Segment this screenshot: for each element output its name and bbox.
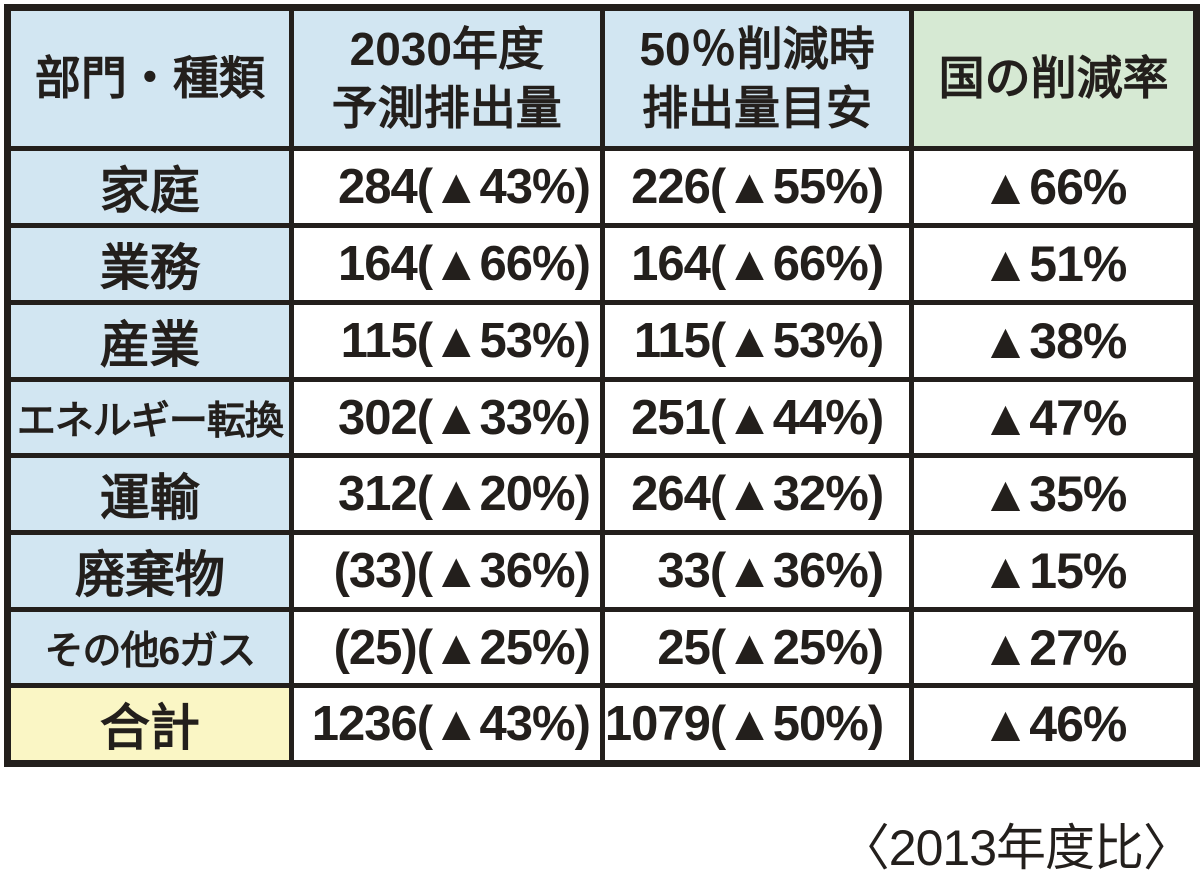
- forecast-2030-cell: 1236(▲43%): [288, 683, 605, 766]
- header-row: 部門・種類 2030年度 予測排出量 50％削減時 排出量目安 国の削減率: [5, 5, 1199, 151]
- header-forecast-line2: 予測排出量: [331, 81, 562, 134]
- header-forecast-line1: 2030年度: [349, 22, 544, 75]
- forecast-2030-cell: (25)(▲25%): [288, 607, 605, 688]
- row-label-cell: 運輸: [5, 453, 294, 535]
- target-50-cell: 264(▲32%): [599, 453, 915, 535]
- table-row: その他6ガス (25)(▲25%) 25(▲25%) ▲27%: [5, 607, 1199, 688]
- row-label-cell: 産業: [5, 300, 294, 382]
- header-50pct-target: 50％削減時 排出量目安: [599, 5, 915, 151]
- forecast-2030-cell: 164(▲66%): [288, 223, 605, 305]
- row-label-cell: 業務: [5, 223, 294, 305]
- header-forecast-2030: 2030年度 予測排出量: [288, 5, 605, 151]
- national-rate-cell: ▲66%: [909, 146, 1199, 228]
- forecast-2030-cell: 284(▲43%): [288, 146, 605, 228]
- row-label-cell: 廃棄物: [5, 530, 294, 612]
- header-rate-line1: 国の削減率: [938, 52, 1169, 105]
- forecast-2030-cell: 302(▲33%): [288, 377, 605, 458]
- row-label-cell: その他6ガス: [5, 607, 294, 688]
- emissions-table: 部門・種類 2030年度 予測排出量 50％削減時 排出量目安 国の削減率 家庭 2…: [4, 4, 1200, 767]
- table-row-total: 合計 1236(▲43%) 1079(▲50%) ▲46%: [5, 683, 1199, 766]
- header-target-line2: 排出量目安: [642, 81, 873, 134]
- total-label-cell: 合計: [5, 683, 294, 766]
- forecast-2030-cell: 115(▲53%): [288, 300, 605, 382]
- target-50-cell: 251(▲44%): [599, 377, 915, 458]
- target-50-cell: 33(▲36%): [599, 530, 915, 612]
- table-row: 運輸 312(▲20%) 264(▲32%) ▲35%: [5, 453, 1199, 535]
- header-sector-type: 部門・種類: [5, 5, 294, 151]
- national-rate-cell: ▲15%: [909, 530, 1199, 612]
- national-rate-cell: ▲51%: [909, 223, 1199, 305]
- table-row: 産業 115(▲53%) 115(▲53%) ▲38%: [5, 300, 1199, 382]
- national-rate-cell: ▲38%: [909, 300, 1199, 382]
- table-row: エネルギー転換 302(▲33%) 251(▲44%) ▲47%: [5, 377, 1199, 458]
- forecast-2030-cell: (33)(▲36%): [288, 530, 605, 612]
- national-rate-cell: ▲35%: [909, 453, 1199, 535]
- national-rate-cell: ▲27%: [909, 607, 1199, 688]
- header-target-line1: 50％削減時: [639, 22, 875, 75]
- target-50-cell: 25(▲25%): [599, 607, 915, 688]
- table-row: 家庭 284(▲43%) 226(▲55%) ▲66%: [5, 146, 1199, 228]
- target-50-cell: 115(▲53%): [599, 300, 915, 382]
- forecast-2030-cell: 312(▲20%): [288, 453, 605, 535]
- row-label-cell: エネルギー転換: [5, 377, 294, 458]
- national-rate-cell: ▲47%: [909, 377, 1199, 458]
- table-row: 業務 164(▲66%) 164(▲66%) ▲51%: [5, 223, 1199, 305]
- row-label-cell: 家庭: [5, 146, 294, 228]
- target-50-cell: 1079(▲50%): [599, 683, 915, 766]
- national-rate-cell: ▲46%: [909, 683, 1199, 766]
- table-row: 廃棄物 (33)(▲36%) 33(▲36%) ▲15%: [5, 530, 1199, 612]
- header-sector-line1: 部門・種類: [34, 52, 265, 105]
- header-national-rate: 国の削減率: [909, 5, 1199, 151]
- baseline-year-caption: 〈2013年度比〉: [839, 820, 1193, 876]
- target-50-cell: 226(▲55%): [599, 146, 915, 228]
- target-50-cell: 164(▲66%): [599, 223, 915, 305]
